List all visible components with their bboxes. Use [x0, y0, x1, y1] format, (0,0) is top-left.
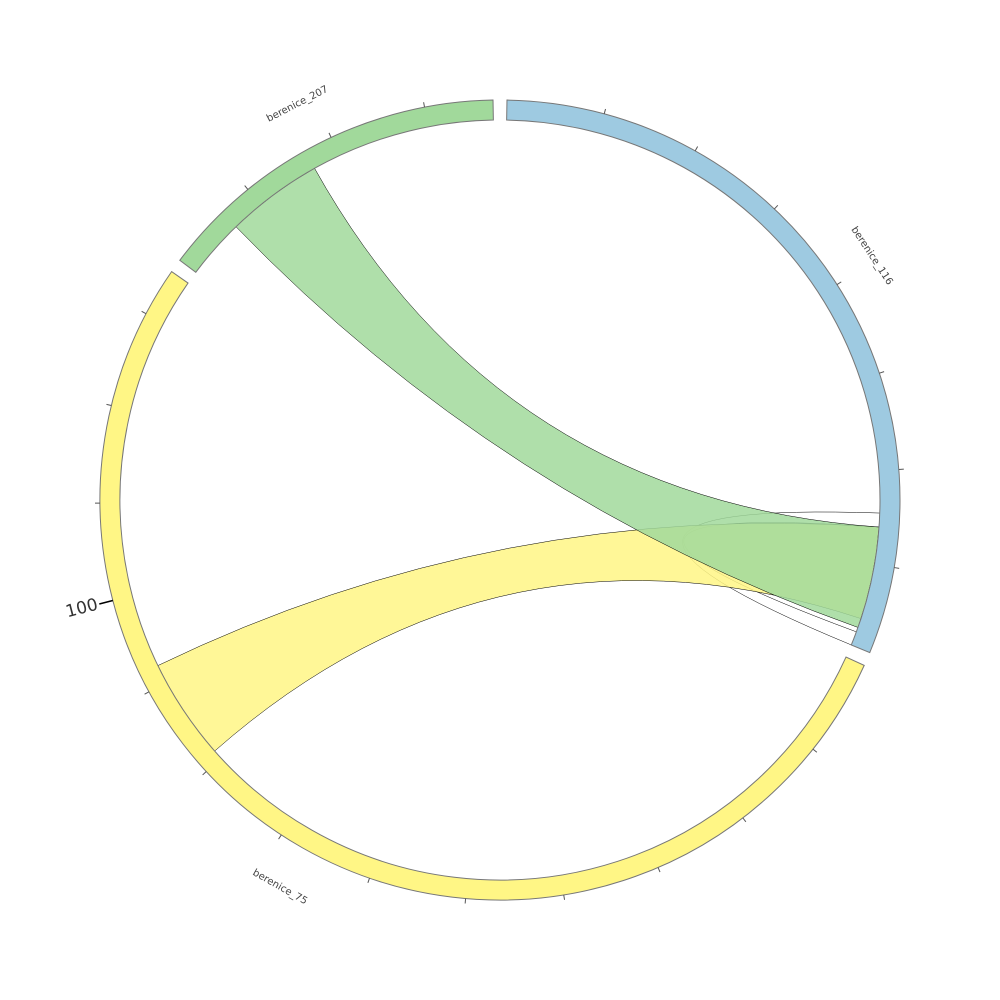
tick-mark [603, 108, 607, 114]
segment-arc [99, 270, 865, 901]
tick-mark [774, 204, 779, 210]
tick-mark [144, 691, 150, 695]
tick-mark [894, 567, 900, 569]
tick-mark [328, 132, 332, 138]
tick-mark [879, 371, 885, 374]
tick-label: 100 [64, 595, 100, 623]
tick-mark [367, 877, 370, 884]
segment-arc [506, 99, 901, 654]
tick-mark [106, 403, 112, 407]
segment-label: berenice_75 [251, 867, 310, 907]
tick-mark [244, 185, 249, 190]
segment-label: berenice_207 [265, 84, 330, 124]
tick-mark [812, 748, 818, 753]
tick-mark [694, 146, 699, 152]
tick-mark [278, 834, 282, 840]
tick-mark [141, 310, 147, 315]
tick-mark [202, 771, 207, 776]
tick-mark [563, 894, 566, 900]
tick-mark [836, 281, 842, 285]
tick-mark [423, 102, 426, 108]
tick-mark-major [99, 599, 114, 605]
tick-mark [657, 867, 661, 873]
segment-arc [179, 99, 494, 273]
segment-label: berenice_116 [848, 225, 894, 287]
tick-mark [742, 817, 747, 823]
